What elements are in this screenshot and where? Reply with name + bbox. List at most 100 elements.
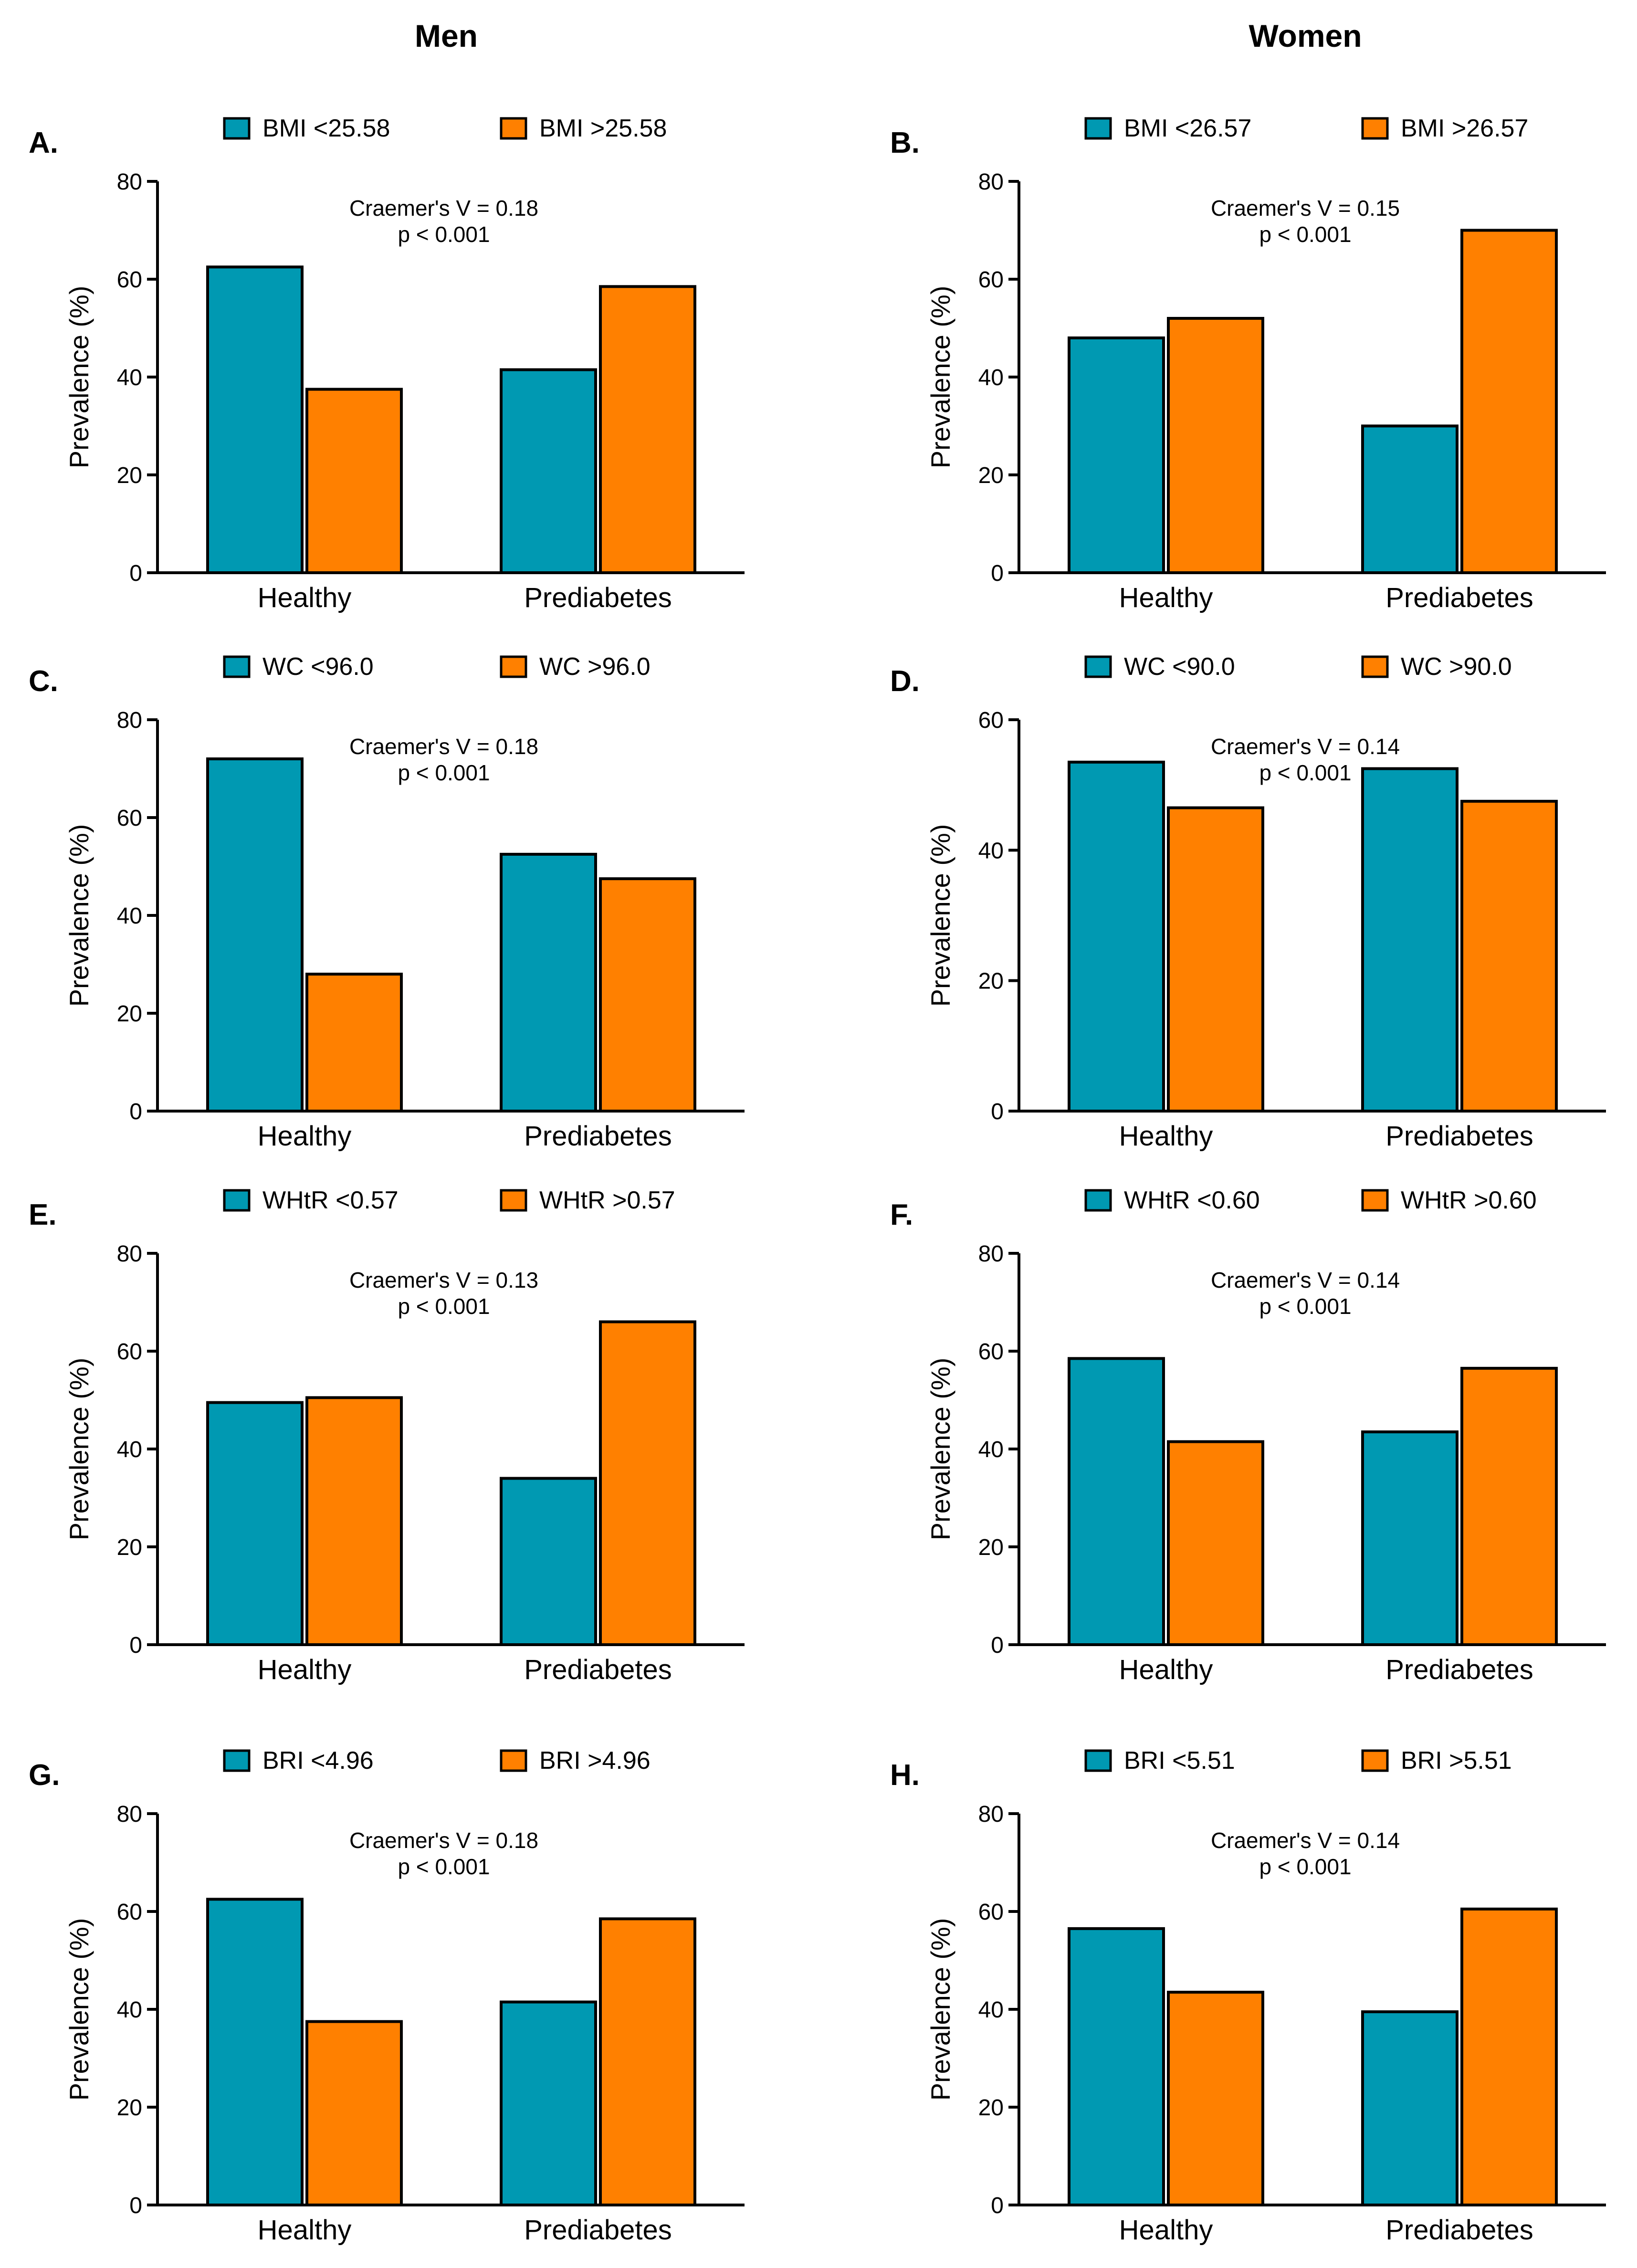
bar-prediabetes-above bbox=[599, 1320, 696, 1646]
bar-healthy-above bbox=[305, 2020, 403, 2206]
x-tick-label-prediabetes: Prediabetes bbox=[1385, 1654, 1533, 1685]
y-tick-label: 20 bbox=[978, 463, 1004, 488]
column-title-men: Men bbox=[415, 18, 478, 53]
y-tick-label: 0 bbox=[129, 1099, 142, 1124]
y-axis-label: Prevalence (%) bbox=[64, 1918, 94, 2101]
y-tick-label: 60 bbox=[117, 1900, 142, 1925]
x-tick-label-healthy: Healthy bbox=[258, 1654, 352, 1685]
legend-swatch-below bbox=[1084, 1749, 1112, 1772]
legend-swatch-below bbox=[223, 117, 251, 140]
legend-label-above: WC >96.0 bbox=[539, 653, 651, 681]
y-tick-label: 40 bbox=[978, 838, 1004, 863]
y-tick-label: 60 bbox=[117, 267, 142, 293]
y-axis-label: Prevalence (%) bbox=[925, 1358, 955, 1541]
bar-prediabetes-above bbox=[1460, 229, 1558, 574]
y-tick-label: 0 bbox=[991, 1099, 1004, 1124]
y-tick-label: 60 bbox=[117, 1339, 142, 1365]
legend-swatch-above bbox=[500, 117, 527, 140]
legend-swatch-above bbox=[1361, 1749, 1389, 1772]
y-tick-label: 60 bbox=[978, 267, 1004, 293]
y-tick-label: 20 bbox=[978, 1535, 1004, 1560]
bar-prediabetes-below bbox=[500, 1477, 597, 1646]
y-tick-label: 60 bbox=[978, 1900, 1004, 1925]
panels-group: A. BMI <25.58 BMI >25.58 Healthy Prediabetes… bbox=[29, 115, 1606, 2246]
bar-healthy-above bbox=[305, 388, 403, 574]
y-tick-label: 60 bbox=[117, 806, 142, 831]
bar-prediabetes-below bbox=[1361, 424, 1459, 574]
y-axis-label: Prevalence (%) bbox=[925, 1918, 955, 2101]
panel-e: E. WHtR <0.57 WHtR >0.57 Healthy Prediabetes… bbox=[29, 1186, 745, 1685]
bar-prediabetes-above bbox=[1460, 1907, 1558, 2206]
panel-c: C. WC <96.0 WC >96.0 Healthy Prediabetes 0 20 4… bbox=[29, 653, 745, 1152]
x-tick-label-prediabetes: Prediabetes bbox=[1385, 2215, 1533, 2246]
x-tick-label-healthy: Healthy bbox=[1119, 582, 1213, 613]
y-tick-label: 20 bbox=[117, 463, 142, 488]
y-tick-label: 40 bbox=[117, 903, 142, 929]
y-axis-label: Prevalence (%) bbox=[925, 824, 955, 1007]
legend-swatch-below bbox=[1084, 117, 1112, 140]
panel-letter: A. bbox=[29, 126, 58, 159]
panel-letter: H. bbox=[890, 1759, 920, 1792]
legend-label-above: WC >90.0 bbox=[1401, 653, 1512, 681]
x-tick-label-prediabetes: Prediabetes bbox=[524, 2215, 672, 2246]
y-tick-label: 20 bbox=[978, 969, 1004, 994]
y-tick-label: 80 bbox=[117, 708, 142, 733]
x-tick-label-healthy: Healthy bbox=[258, 2215, 352, 2246]
bar-prediabetes-above bbox=[599, 285, 696, 574]
y-axis-label: Prevalence (%) bbox=[64, 286, 94, 469]
y-tick-label: 0 bbox=[991, 2193, 1004, 2218]
bar-healthy-below bbox=[1068, 1927, 1165, 2206]
legend-label-below: WC <96.0 bbox=[262, 653, 374, 681]
y-tick-label: 80 bbox=[117, 1241, 142, 1267]
y-tick-label: 20 bbox=[117, 1535, 142, 1560]
y-tick-label: 20 bbox=[117, 1001, 142, 1027]
bar-prediabetes-above bbox=[1460, 1366, 1558, 1646]
bar-prediabetes-below bbox=[500, 2000, 597, 2206]
legend-swatch-below bbox=[223, 1749, 251, 1772]
legend-label-below: BRI <4.96 bbox=[262, 1747, 374, 1774]
stat-cramers-v: Craemer's V = 0.13 bbox=[349, 1268, 538, 1292]
y-tick-label: 0 bbox=[991, 561, 1004, 586]
stat-cramers-v: Craemer's V = 0.14 bbox=[1211, 734, 1400, 759]
bar-prediabetes-below bbox=[1361, 1430, 1459, 1646]
y-tick-label: 20 bbox=[117, 2095, 142, 2121]
bar-prediabetes-above bbox=[599, 877, 696, 1113]
y-tick-label: 0 bbox=[129, 2193, 142, 2218]
legend-label-above: BMI >26.57 bbox=[1401, 115, 1528, 142]
panel-letter: C. bbox=[29, 665, 58, 698]
bar-prediabetes-below bbox=[500, 368, 597, 574]
y-tick-label: 0 bbox=[129, 1633, 142, 1658]
legend-label-below: WC <90.0 bbox=[1124, 653, 1235, 681]
x-tick-label-prediabetes: Prediabetes bbox=[524, 582, 672, 613]
bar-healthy-above bbox=[305, 1396, 403, 1646]
bar-healthy-below bbox=[206, 1401, 304, 1646]
bar-prediabetes-above bbox=[1460, 799, 1558, 1113]
legend-label-below: WHtR <0.57 bbox=[262, 1186, 399, 1214]
legend-swatch-above bbox=[500, 1749, 527, 1772]
panel-h: H. BRI <5.51 BRI >5.51 Healthy Prediabetes 0 2… bbox=[890, 1747, 1606, 2246]
bar-healthy-above bbox=[305, 973, 403, 1113]
panel-f: F. WHtR <0.60 WHtR >0.60 Healthy Prediabetes… bbox=[890, 1186, 1606, 1685]
panel-g: G. BRI <4.96 BRI >4.96 Healthy Prediabetes 0 2… bbox=[29, 1747, 745, 2246]
legend-swatch-below bbox=[1084, 1189, 1112, 1212]
bar-healthy-below bbox=[1068, 760, 1165, 1113]
bar-healthy-above bbox=[1167, 1991, 1264, 2206]
stat-p-value: p < 0.001 bbox=[1259, 760, 1351, 785]
stat-cramers-v: Craemer's V = 0.18 bbox=[349, 196, 538, 220]
legend-label-below: WHtR <0.60 bbox=[1124, 1186, 1260, 1214]
y-tick-label: 20 bbox=[978, 2095, 1004, 2121]
bar-prediabetes-below bbox=[1361, 2010, 1459, 2206]
x-tick-label-healthy: Healthy bbox=[1119, 2215, 1213, 2246]
panel-a: A. BMI <25.58 BMI >25.58 Healthy Prediabetes… bbox=[29, 115, 745, 613]
legend-swatch-above bbox=[500, 1189, 527, 1212]
bar-healthy-above bbox=[1167, 317, 1264, 574]
stat-cramers-v: Craemer's V = 0.14 bbox=[1211, 1268, 1400, 1292]
legend-label-below: BRI <5.51 bbox=[1124, 1747, 1235, 1774]
bar-healthy-below bbox=[1068, 336, 1165, 574]
bar-healthy-below bbox=[206, 757, 304, 1113]
y-tick-label: 60 bbox=[978, 1339, 1004, 1365]
bar-prediabetes-below bbox=[1361, 767, 1459, 1113]
x-tick-label-prediabetes: Prediabetes bbox=[1385, 1121, 1533, 1152]
legend-swatch-above bbox=[1361, 655, 1389, 678]
